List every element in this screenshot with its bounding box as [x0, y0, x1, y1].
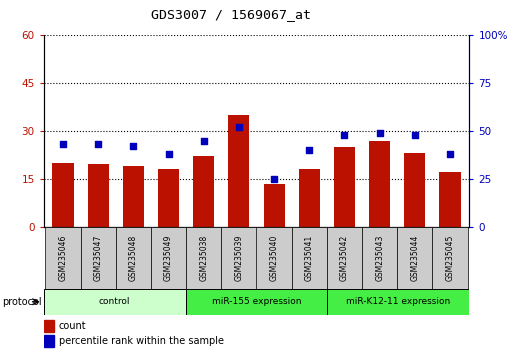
- Text: GDS3007 / 1569067_at: GDS3007 / 1569067_at: [151, 8, 311, 21]
- Text: miR-155 expression: miR-155 expression: [212, 297, 301, 306]
- Bar: [44, 335, 54, 347]
- Point: [235, 124, 243, 130]
- Point: [129, 143, 137, 149]
- Point: [305, 147, 313, 153]
- Text: GSM235049: GSM235049: [164, 234, 173, 281]
- Bar: [45, 227, 81, 289]
- Text: GSM235043: GSM235043: [375, 234, 384, 281]
- Point: [59, 142, 67, 147]
- Bar: [158, 169, 179, 227]
- Bar: [44, 289, 186, 315]
- Bar: [440, 172, 461, 227]
- Text: GSM235048: GSM235048: [129, 234, 138, 281]
- Bar: [369, 141, 390, 227]
- Point: [446, 151, 454, 157]
- Point: [340, 132, 348, 138]
- Bar: [362, 227, 397, 289]
- Bar: [151, 227, 186, 289]
- Bar: [221, 227, 256, 289]
- Text: GSM235044: GSM235044: [410, 234, 419, 281]
- Bar: [334, 147, 355, 227]
- Bar: [228, 115, 249, 227]
- Bar: [432, 227, 468, 289]
- Point: [94, 142, 102, 147]
- Bar: [44, 320, 54, 332]
- Text: miR-K12-11 expression: miR-K12-11 expression: [346, 297, 450, 306]
- Bar: [299, 169, 320, 227]
- Bar: [186, 289, 327, 315]
- Point: [411, 132, 419, 138]
- Bar: [52, 163, 73, 227]
- Text: control: control: [99, 297, 130, 306]
- Point: [270, 176, 278, 182]
- Point: [376, 130, 384, 136]
- Bar: [123, 166, 144, 227]
- Bar: [264, 183, 285, 227]
- Bar: [327, 289, 469, 315]
- Text: GSM235045: GSM235045: [446, 234, 455, 281]
- Text: GSM235042: GSM235042: [340, 234, 349, 281]
- Text: percentile rank within the sample: percentile rank within the sample: [58, 336, 224, 346]
- Text: count: count: [58, 321, 86, 331]
- Text: GSM235039: GSM235039: [234, 234, 243, 281]
- Bar: [292, 227, 327, 289]
- Text: GSM235041: GSM235041: [305, 234, 314, 281]
- Bar: [397, 227, 432, 289]
- Text: protocol: protocol: [3, 297, 42, 307]
- Bar: [404, 153, 425, 227]
- Point: [200, 138, 208, 143]
- Bar: [193, 156, 214, 227]
- Bar: [116, 227, 151, 289]
- Text: GSM235040: GSM235040: [270, 234, 279, 281]
- Point: [165, 151, 173, 157]
- Bar: [88, 164, 109, 227]
- Bar: [186, 227, 221, 289]
- Text: GSM235047: GSM235047: [94, 234, 103, 281]
- Text: GSM235038: GSM235038: [199, 234, 208, 281]
- Bar: [327, 227, 362, 289]
- Bar: [81, 227, 116, 289]
- Bar: [256, 227, 292, 289]
- Text: GSM235046: GSM235046: [58, 234, 67, 281]
